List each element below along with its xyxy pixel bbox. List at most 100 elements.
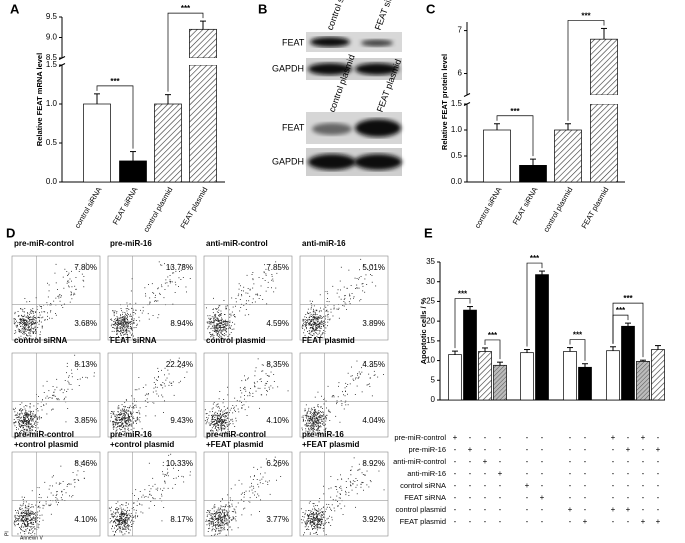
scatter-dot <box>317 424 319 426</box>
scatter-dot <box>68 383 70 385</box>
scatter-dot <box>319 425 321 427</box>
treatment-mark: - <box>484 517 487 526</box>
scatter-dot <box>114 321 116 323</box>
scatter-dot <box>207 510 209 511</box>
scatter-dot <box>118 422 119 424</box>
scatter-dot <box>317 324 319 325</box>
treatment-mark: - <box>569 457 572 466</box>
scatter-dot <box>232 420 234 422</box>
scatter-dot <box>217 324 218 326</box>
scatter-dot <box>226 514 228 515</box>
scatter-dot <box>161 394 163 396</box>
scatter-dot <box>37 506 39 507</box>
scatter-dot <box>31 511 33 513</box>
scatter-dot <box>221 513 222 515</box>
scatter-dot <box>164 475 165 477</box>
scatter-dot <box>216 518 217 520</box>
scatter-dot <box>362 474 364 475</box>
scatter-dot <box>321 317 323 319</box>
scatter-dot <box>228 510 230 512</box>
scatter-dot <box>221 424 223 426</box>
scatter-dot <box>221 414 223 416</box>
scatter-dot <box>310 425 312 427</box>
scatter-dot <box>262 364 264 366</box>
scatter-dot <box>216 527 218 529</box>
treatment-mark: + <box>626 445 631 454</box>
y-tick-label: 35 <box>426 257 435 266</box>
scatter-dot <box>150 494 152 496</box>
scatter-dot <box>221 425 223 427</box>
scatter-dot <box>211 422 213 424</box>
scatter-dot <box>16 429 17 431</box>
scatter-dot <box>322 418 324 420</box>
scatter-dot <box>325 327 327 329</box>
scatter-dot <box>121 323 122 325</box>
scatter-dot <box>309 435 311 437</box>
scatter-dot <box>311 407 313 409</box>
scatter-dot <box>112 412 114 414</box>
scatter-dot <box>114 325 116 327</box>
scatter-dot <box>225 426 227 428</box>
scatter-dot <box>128 416 130 418</box>
scatter-dot <box>312 328 313 330</box>
scatter-dot <box>29 519 30 521</box>
scatter-dot <box>42 519 44 521</box>
scatter-dot <box>216 524 218 525</box>
scatter-dot <box>363 361 365 363</box>
scatter-dot <box>333 307 335 309</box>
scatter-dot <box>314 324 316 326</box>
scatter-dot <box>74 479 76 480</box>
scatter-dot <box>212 430 214 431</box>
scatter-dot <box>16 520 18 522</box>
scatter-dot <box>32 320 34 322</box>
scatter-dot <box>21 425 23 427</box>
scatter-dot <box>340 474 341 476</box>
scatter-dot <box>147 496 149 498</box>
scatter-dot <box>338 382 340 384</box>
scatter-dot <box>123 317 125 319</box>
scatter-dot <box>46 380 48 382</box>
scatter-dot <box>315 323 317 325</box>
scatter-dot <box>125 321 127 323</box>
scatter-dot <box>55 282 57 284</box>
scatter-dot <box>223 328 225 330</box>
scatter-dot <box>216 317 218 319</box>
scatter-dot <box>17 519 18 521</box>
scatter-dot <box>316 321 318 323</box>
scatter-dot <box>319 415 321 417</box>
scatter-dot <box>37 525 39 527</box>
scatter-dot <box>24 428 26 430</box>
scatter-dot <box>23 415 24 417</box>
scatter-dot <box>160 264 161 266</box>
scatter-dot <box>126 310 128 312</box>
scatter-dot <box>212 421 214 423</box>
scatter-dot <box>235 417 237 419</box>
scatter-dot <box>124 318 126 320</box>
scatter-dot <box>224 509 226 511</box>
scatter-dot <box>224 333 225 334</box>
scatter-dot <box>119 505 121 507</box>
scatter-dot <box>26 413 28 415</box>
scatter-dot <box>249 501 251 503</box>
scatter-dot <box>340 289 341 291</box>
scatter-dot <box>326 417 327 419</box>
scatter-dot <box>224 417 226 419</box>
scatter-dot <box>238 411 240 413</box>
scatter-dot <box>120 320 122 322</box>
scatter-dot <box>39 502 40 503</box>
scatter-dot <box>75 289 77 290</box>
scatter-dot <box>14 516 16 518</box>
scatter-dot <box>120 322 122 324</box>
scatter-dot <box>27 525 29 527</box>
scatter-dot <box>132 407 134 409</box>
scatter-dot <box>224 425 225 427</box>
scatter-dot <box>119 524 120 525</box>
scatter-dot <box>306 520 308 522</box>
scatter-dot <box>247 292 249 294</box>
scatter-dot <box>316 524 318 525</box>
scatter-dot <box>308 330 310 332</box>
scatter-dot <box>307 420 309 422</box>
scatter-dot <box>319 330 321 332</box>
quadrant-percent: 13.78% <box>166 263 193 272</box>
scatter-dot <box>119 432 121 433</box>
